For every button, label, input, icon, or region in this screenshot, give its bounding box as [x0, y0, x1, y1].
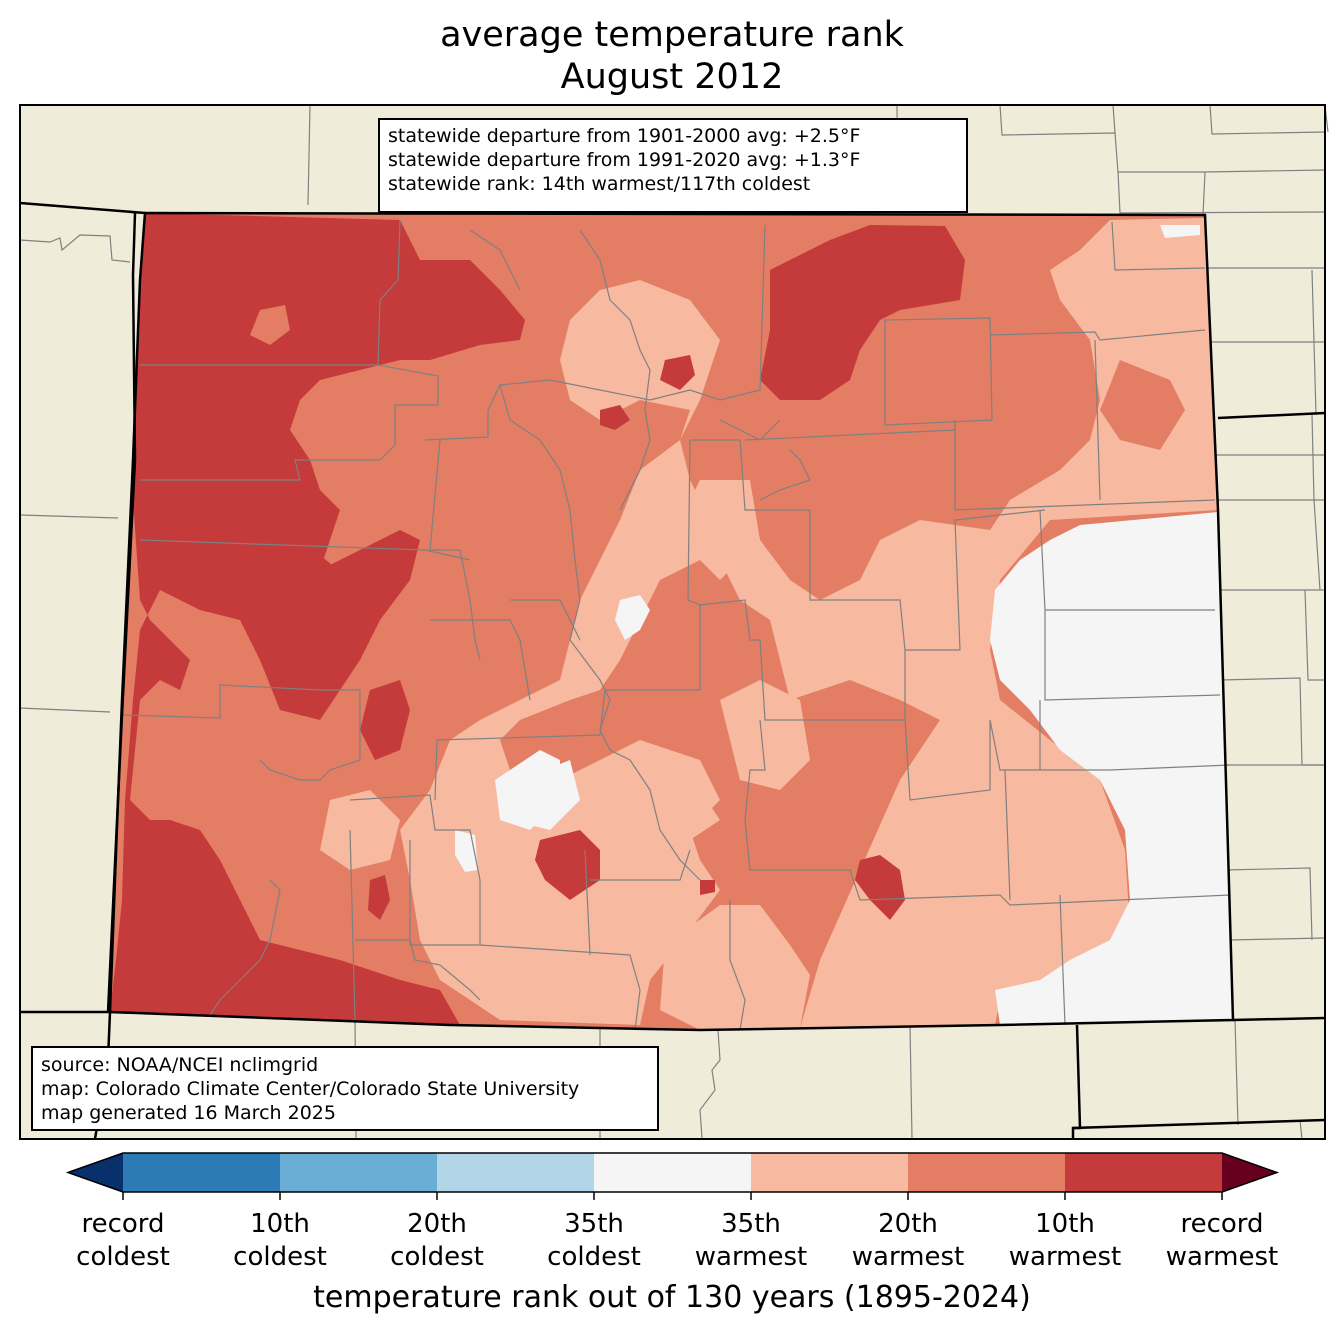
colorbar-tick-label: 35th warmest [694, 1209, 808, 1272]
colorbar-extend-high [1222, 1153, 1277, 1192]
colorbar [65, 1152, 1280, 1200]
colorbar-title: temperature rank out of 130 years (1895-… [313, 1280, 1031, 1315]
credits-generated: map generated 16 March 2025 [41, 1102, 336, 1124]
credits-source: source: NOAA/NCEI nclimgrid [41, 1054, 319, 1076]
colorbar-tick-label: 10th warmest [1008, 1209, 1122, 1272]
colorbar-segment [594, 1153, 751, 1192]
colorbar-tick-label: record warmest [1165, 1209, 1279, 1272]
colorbar-tick-label: 35th coldest [547, 1209, 641, 1272]
statewide-stats-box: statewide departure from 1901-2000 avg: … [378, 118, 968, 213]
credits-map: map: Colorado Climate Center/Colorado St… [41, 1078, 580, 1100]
stats-departure-1901: statewide departure from 1901-2000 avg: … [388, 125, 861, 147]
rank-zone-near-normal [455, 225, 1233, 1025]
colorbar-tick-label: 10th coldest [233, 1209, 327, 1272]
stats-rank: statewide rank: 14th warmest/117th colde… [388, 173, 811, 195]
colorado-county-lines [121, 219, 1231, 1031]
rank-zone-top10-warmest [110, 213, 965, 1025]
colorbar-tick-label: record coldest [76, 1209, 170, 1272]
colorbar-segment [751, 1153, 908, 1192]
rank-zone-20-35-warmest [320, 218, 1218, 1030]
colorbar-extend-low [68, 1153, 123, 1192]
colorado-border [108, 211, 1235, 1032]
stats-departure-1991: statewide departure from 1991-2020 avg: … [388, 149, 861, 171]
map-subtitle: August 2012 [560, 57, 784, 97]
colorbar-tick-label: 20th coldest [390, 1209, 484, 1272]
map-title: average temperature rank [440, 15, 904, 55]
colorbar-segment [280, 1153, 437, 1192]
colorbar-segment [908, 1153, 1065, 1192]
credits-box: source: NOAA/NCEI nclimgrid map: Colorad… [31, 1046, 659, 1131]
colorbar-segment [1065, 1153, 1222, 1192]
colorbar-tick-label: 20th warmest [851, 1209, 965, 1272]
map-frame-border [19, 104, 1326, 1140]
colorbar-segment [437, 1153, 594, 1192]
colorbar-segment [123, 1153, 280, 1192]
